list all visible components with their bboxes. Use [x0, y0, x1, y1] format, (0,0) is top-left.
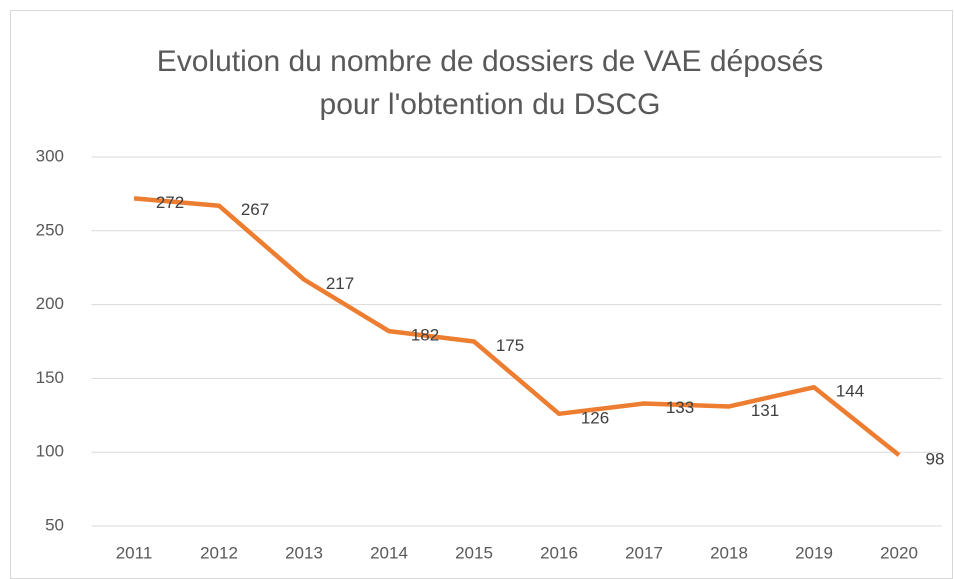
x-tick-label: 2014	[370, 543, 408, 562]
y-tick-label: 100	[36, 442, 64, 461]
data-label: 131	[751, 401, 779, 420]
x-tick-label: 2017	[625, 543, 663, 562]
x-tick-label: 2018	[710, 543, 748, 562]
data-label: 217	[326, 274, 354, 293]
data-label: 133	[666, 398, 694, 417]
data-label: 272	[156, 193, 184, 212]
data-label: 175	[496, 336, 524, 355]
data-label: 98	[926, 450, 945, 469]
x-tick-label: 2012	[200, 543, 238, 562]
y-tick-label: 200	[36, 294, 64, 313]
data-label: 267	[241, 200, 269, 219]
x-tick-label: 2011	[116, 543, 153, 562]
y-tick-label: 50	[45, 515, 64, 534]
chart-title: Evolution du nombre de dossiers de VAE d…	[157, 45, 824, 78]
x-tick-label: 2016	[540, 543, 578, 562]
y-tick-label: 150	[36, 368, 64, 387]
chart-title: pour l'obtention du DSCG	[320, 88, 661, 121]
x-tick-label: 2013	[285, 543, 323, 562]
chart-border	[10, 10, 953, 579]
line	[133, 196, 901, 457]
y-tick-label: 250	[36, 220, 64, 239]
y-tick-label: 300	[36, 146, 64, 165]
x-tick-label: 2015	[455, 543, 493, 562]
x-tick-label: 2019	[795, 543, 833, 562]
data-label: 144	[836, 382, 864, 401]
x-tick-label: 2020	[880, 543, 918, 562]
data-label: 126	[581, 408, 609, 427]
data-label: 182	[411, 326, 439, 345]
